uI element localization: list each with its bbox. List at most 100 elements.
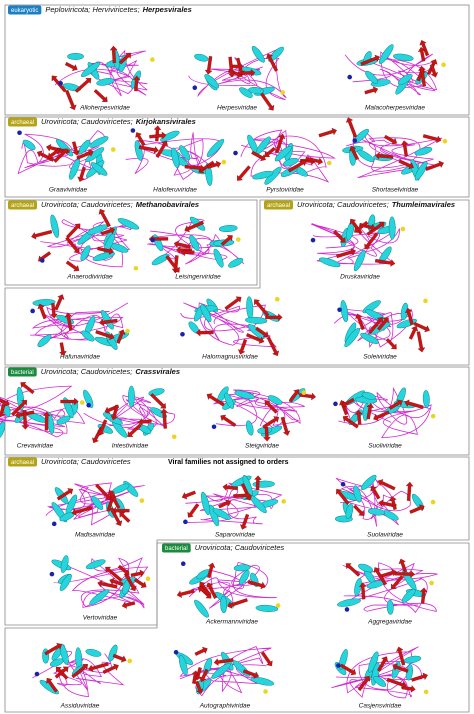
strand bbox=[419, 40, 430, 57]
badge-label: archaeal bbox=[11, 203, 34, 209]
strand bbox=[184, 220, 204, 233]
helix bbox=[213, 248, 224, 268]
n-terminus bbox=[211, 424, 217, 430]
family-name: Graaviviridae bbox=[49, 187, 88, 194]
strand bbox=[65, 236, 80, 254]
helix bbox=[239, 570, 250, 585]
helix bbox=[0, 421, 6, 439]
family-name: Leisingerviridae bbox=[175, 274, 221, 281]
strand bbox=[54, 294, 65, 311]
helix bbox=[365, 70, 379, 84]
strand bbox=[100, 226, 116, 236]
strand bbox=[180, 248, 195, 257]
strand bbox=[76, 149, 94, 160]
strand bbox=[109, 45, 118, 64]
strand bbox=[255, 326, 269, 338]
n-terminus bbox=[58, 81, 63, 86]
helix bbox=[386, 599, 394, 615]
n-terminus bbox=[233, 150, 238, 156]
structure bbox=[342, 117, 448, 181]
strand bbox=[264, 400, 278, 414]
helix bbox=[245, 316, 268, 324]
strand bbox=[95, 330, 115, 341]
badge bbox=[8, 367, 37, 377]
strand bbox=[37, 303, 47, 320]
helix bbox=[224, 392, 235, 409]
strand bbox=[197, 586, 211, 596]
strand bbox=[127, 423, 142, 437]
family-name: Malacoherpesviridae bbox=[365, 105, 425, 112]
strand bbox=[59, 342, 67, 356]
strand bbox=[287, 159, 307, 173]
strand bbox=[132, 75, 141, 92]
strand bbox=[66, 223, 81, 239]
strand bbox=[318, 127, 337, 138]
helix bbox=[56, 415, 71, 425]
strand bbox=[377, 656, 388, 672]
panel-frame bbox=[4, 456, 470, 626]
strand bbox=[360, 54, 380, 66]
strand bbox=[181, 490, 196, 500]
panel-title: Uroviricota; Caudoviricetes; Thumleimavir… bbox=[297, 200, 455, 209]
helix bbox=[422, 390, 430, 408]
strand bbox=[53, 148, 68, 163]
strand bbox=[398, 159, 414, 170]
strand bbox=[95, 483, 111, 500]
helix bbox=[360, 474, 377, 491]
structure bbox=[176, 561, 281, 618]
strand bbox=[118, 52, 132, 65]
helix bbox=[274, 145, 292, 162]
strand bbox=[135, 132, 146, 147]
helix bbox=[373, 675, 387, 687]
strand bbox=[194, 646, 208, 656]
helix bbox=[344, 327, 360, 348]
strand bbox=[354, 220, 369, 233]
family-name: Assiduviridae bbox=[60, 703, 100, 710]
panel-title: Uroviricota; Caudoviricetes; Kirjokansivi… bbox=[41, 117, 196, 126]
strand bbox=[364, 86, 379, 95]
helix bbox=[32, 299, 56, 307]
panel-frame bbox=[4, 199, 470, 366]
strand bbox=[266, 53, 279, 72]
strand bbox=[383, 134, 398, 145]
strand bbox=[288, 389, 300, 403]
strand bbox=[357, 675, 370, 692]
strand bbox=[254, 299, 270, 317]
strand bbox=[71, 663, 88, 679]
strand bbox=[153, 125, 162, 142]
strand bbox=[385, 338, 397, 350]
strand bbox=[266, 336, 280, 357]
helix bbox=[239, 87, 253, 98]
c-terminus bbox=[429, 580, 434, 586]
badge bbox=[264, 200, 294, 210]
helix bbox=[194, 53, 209, 62]
helix bbox=[85, 648, 102, 657]
family-name: Saparoviridae bbox=[215, 532, 255, 539]
strand bbox=[65, 260, 80, 272]
order: Methanobavirales bbox=[136, 200, 199, 209]
strand bbox=[380, 568, 397, 578]
helix bbox=[340, 300, 349, 323]
helix bbox=[354, 578, 362, 596]
strand bbox=[417, 46, 426, 62]
strand bbox=[109, 507, 123, 526]
n-terminus bbox=[337, 307, 342, 313]
helix bbox=[85, 559, 106, 570]
helix bbox=[81, 61, 101, 78]
strand bbox=[260, 651, 273, 667]
n-terminus bbox=[344, 607, 350, 612]
n-terminus bbox=[51, 521, 57, 527]
family-name: Alloherpesviridae bbox=[79, 105, 130, 112]
helix bbox=[206, 139, 225, 157]
strand bbox=[44, 642, 62, 656]
strand bbox=[389, 496, 397, 510]
strand bbox=[206, 582, 218, 599]
strand bbox=[418, 65, 426, 87]
strand bbox=[137, 418, 152, 426]
strand bbox=[207, 160, 222, 169]
family-name: Shortaselviridae bbox=[372, 187, 419, 194]
strand bbox=[422, 134, 442, 144]
n-terminus bbox=[49, 571, 55, 577]
n-terminus bbox=[86, 402, 91, 408]
family-name: Suolaviridae bbox=[367, 532, 403, 539]
